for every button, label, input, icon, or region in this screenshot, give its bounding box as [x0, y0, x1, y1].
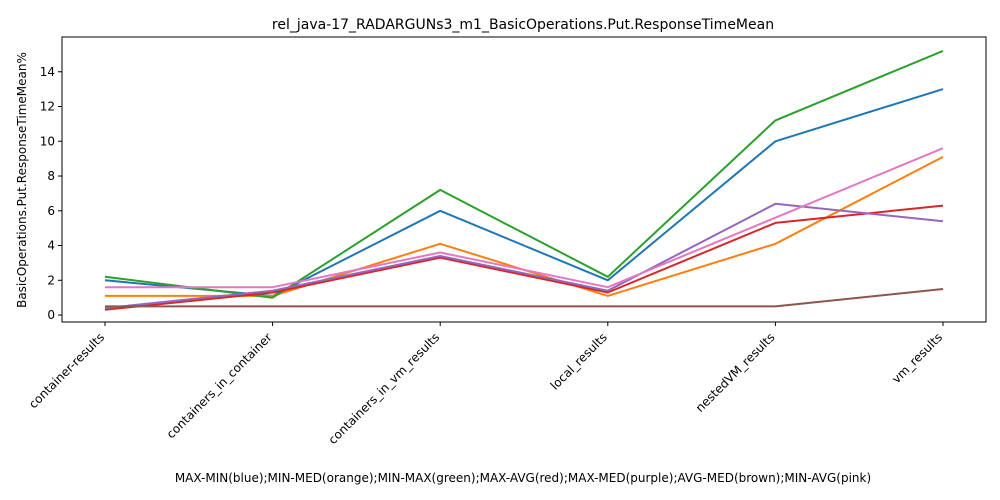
x-axis-label: MAX-MIN(blue);MIN-MED(orange);MIN-MAX(gr…: [175, 471, 871, 485]
chart-title: rel_java-17_RADARGUNs3_m1_BasicOperation…: [272, 17, 774, 33]
y-tick-label: 6: [47, 204, 55, 218]
series-line-1: [104, 88, 944, 297]
y-tick-label: 14: [40, 65, 55, 79]
x-tick-label: nestedVM_results: [693, 330, 778, 415]
y-axis-label: BasicOperations.Put.ResponseTimeMean%: [15, 52, 29, 308]
y-tick-label: 4: [47, 239, 55, 253]
plot-area: 0 2 4 6 8 10 12 14 container-results containers_i…: [26, 36, 987, 447]
plot-frame: [61, 36, 987, 323]
x-tick-label: container-results: [26, 330, 107, 411]
y-tick-label: 10: [40, 134, 55, 148]
series-line-4: [104, 204, 944, 311]
y-tick-label: 12: [40, 100, 55, 114]
y-tick-label: 2: [47, 273, 55, 287]
x-tick-label: containers_in_container: [164, 330, 275, 441]
series-line-3: [104, 49, 944, 299]
y-tick-label: 0: [47, 308, 55, 322]
x-tick-label: local_results: [548, 330, 610, 392]
y-tick-label: 8: [47, 169, 55, 183]
x-tick-label: vm_results: [889, 330, 945, 386]
series-line-7: [105, 147, 944, 289]
x-tick-label: containers_in_vm_results: [326, 330, 443, 447]
series-line-6: [105, 288, 944, 308]
